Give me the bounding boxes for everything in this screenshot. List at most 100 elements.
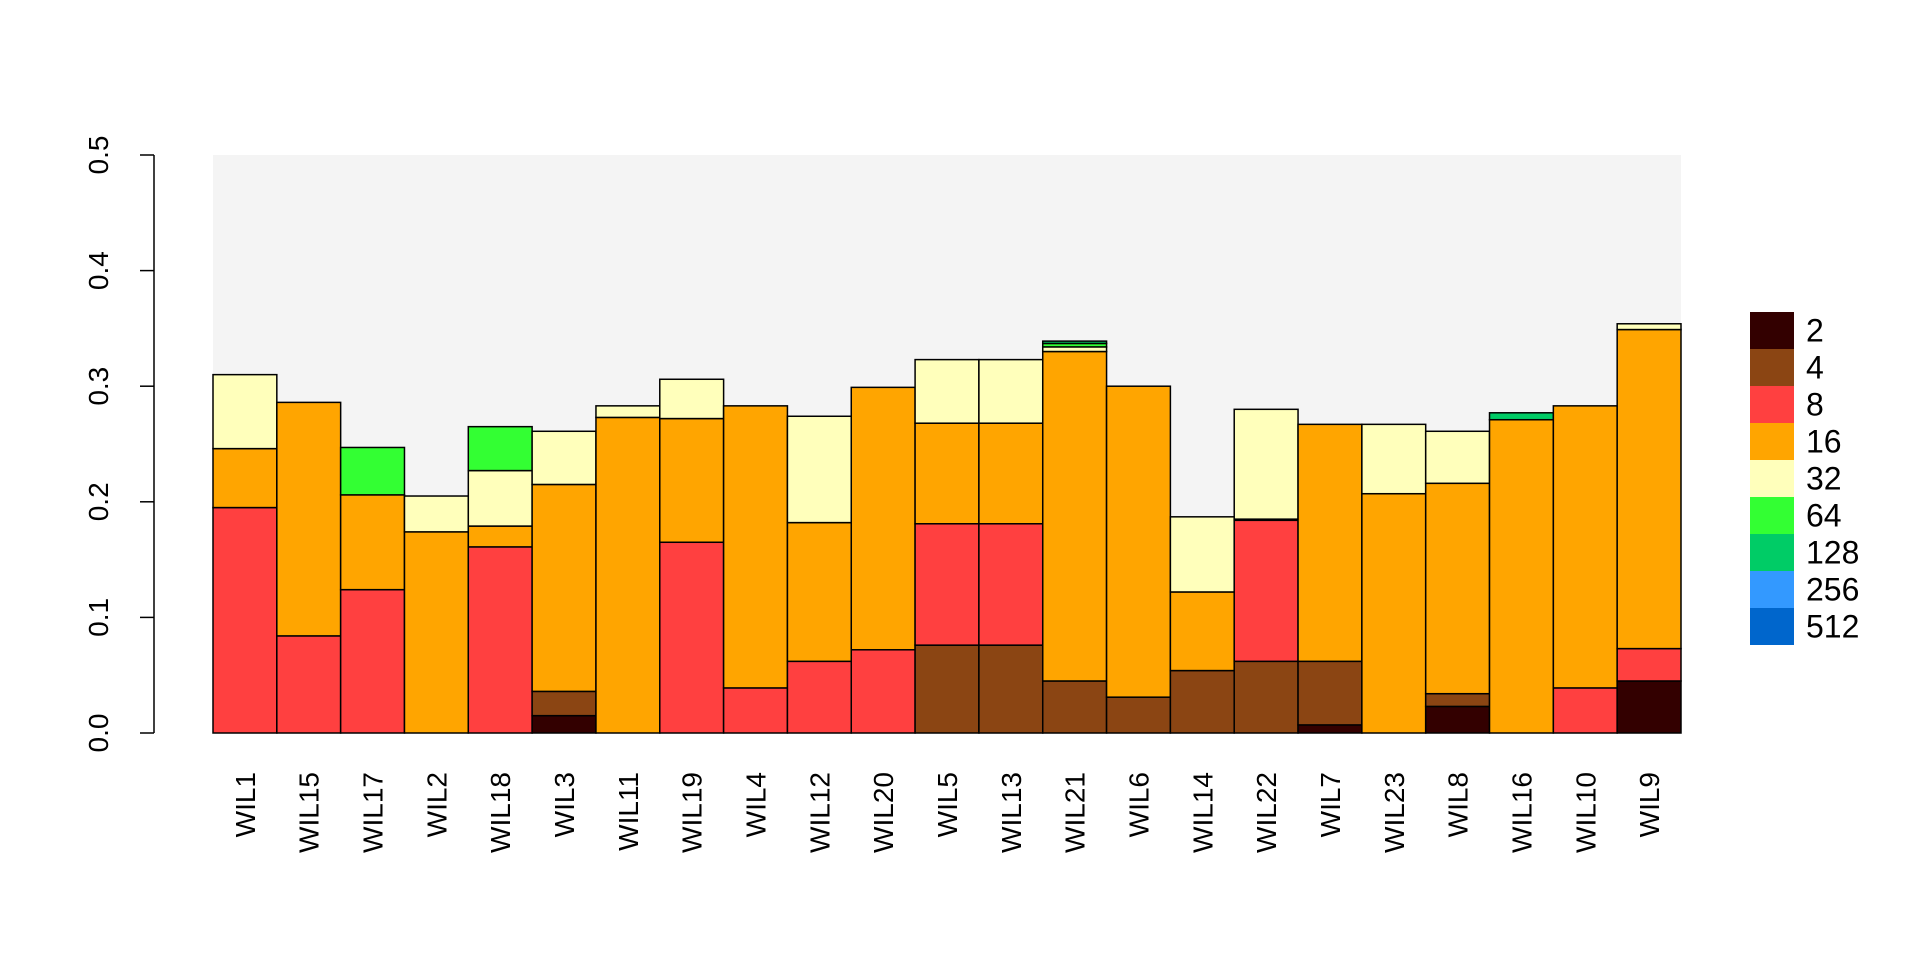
bar-stack-wil1 bbox=[212, 373, 278, 734]
bar-segment-4 bbox=[1297, 660, 1363, 726]
legend-swatch-32 bbox=[1750, 460, 1794, 497]
bar-segment-16 bbox=[1041, 350, 1108, 682]
bar-segment-4 bbox=[914, 644, 980, 734]
bar-segment-16 bbox=[276, 401, 342, 637]
bar-segment-16 bbox=[1361, 492, 1427, 734]
bar-segment-4 bbox=[1041, 680, 1108, 734]
x-tick-label: WIL2 bbox=[421, 772, 452, 837]
bar-segment-8 bbox=[722, 687, 789, 734]
bar-segment-16 bbox=[212, 447, 278, 509]
bar-segment-16 bbox=[467, 525, 533, 548]
bar-segment-8 bbox=[850, 649, 916, 734]
x-tick-label: WIL13 bbox=[996, 772, 1027, 853]
y-tick-label: 0.0 bbox=[83, 714, 114, 753]
legend-label-32: 32 bbox=[1806, 461, 1842, 497]
bar-segment-128 bbox=[1488, 412, 1555, 421]
bar-segment-8 bbox=[914, 523, 980, 646]
bar-segment-16 bbox=[531, 483, 597, 693]
bar-segment-32 bbox=[914, 358, 980, 424]
bar-segment-32 bbox=[1361, 423, 1427, 495]
bar-stack-wil16 bbox=[1488, 412, 1555, 734]
bar-stack-wil4 bbox=[722, 405, 789, 734]
legend-label-64: 64 bbox=[1806, 498, 1842, 534]
bar-segment-16 bbox=[978, 422, 1044, 525]
legend-label-8: 8 bbox=[1806, 387, 1824, 423]
bar-segment-8 bbox=[1616, 647, 1682, 682]
bar-stack-wil15 bbox=[276, 401, 342, 734]
bar-segment-32 bbox=[212, 373, 278, 450]
legend-swatch-4 bbox=[1750, 349, 1794, 386]
legend-swatch-16 bbox=[1750, 423, 1794, 460]
x-tick-label: WIL9 bbox=[1634, 772, 1665, 837]
bar-stack-wil18 bbox=[467, 425, 533, 734]
x-tick-label: WIL23 bbox=[1379, 772, 1410, 853]
legend-label-128: 128 bbox=[1806, 535, 1859, 571]
bar-segment-16 bbox=[595, 416, 661, 734]
bar-stack-wil19 bbox=[659, 378, 725, 734]
bar-segment-16 bbox=[786, 521, 853, 663]
bar-segment-32 bbox=[595, 405, 661, 419]
bar-segment-16 bbox=[850, 386, 916, 651]
bar-stack-wil2 bbox=[403, 495, 470, 734]
bar-stack-wil12 bbox=[786, 415, 853, 734]
bar-segment-64 bbox=[467, 425, 533, 472]
bar-segment-16 bbox=[339, 494, 406, 591]
bar-segment-8 bbox=[212, 506, 278, 734]
bar-segment-2 bbox=[1616, 680, 1682, 734]
y-tick-label: 0.4 bbox=[83, 251, 114, 290]
bar-stack-wil20 bbox=[850, 386, 916, 734]
x-tick-label: WIL8 bbox=[1443, 772, 1474, 837]
bar-segment-8 bbox=[1233, 519, 1299, 663]
bar-segment-8 bbox=[467, 546, 533, 734]
y-axis: 0.0 0.1 0.2 0.3 0.4 0.5 bbox=[83, 136, 155, 753]
bar-stack-wil21 bbox=[1041, 340, 1108, 734]
legend-label-512: 512 bbox=[1806, 609, 1859, 645]
bar-segment-32 bbox=[786, 415, 853, 524]
bar-segment-32 bbox=[1424, 430, 1491, 485]
x-tick-label: WIL15 bbox=[294, 772, 325, 853]
bar-stack-wil13 bbox=[978, 358, 1044, 734]
bar-segment-32 bbox=[659, 378, 725, 420]
bar-segment-8 bbox=[659, 541, 725, 734]
x-tick-label: WIL7 bbox=[1315, 772, 1346, 837]
bar-segment-2 bbox=[1424, 705, 1491, 734]
x-tick-label: WIL22 bbox=[1251, 772, 1282, 853]
bar-segment-4 bbox=[1169, 669, 1235, 734]
x-tick-label: WIL18 bbox=[485, 772, 516, 853]
x-tick-label: WIL4 bbox=[741, 772, 772, 837]
x-tick-label: WIL21 bbox=[1060, 772, 1091, 853]
y-tick-label: 0.2 bbox=[83, 482, 114, 521]
x-tick-label: WIL16 bbox=[1506, 772, 1537, 853]
x-tick-label: WIL10 bbox=[1570, 772, 1601, 853]
bar-segment-8 bbox=[339, 588, 406, 734]
bar-segment-16 bbox=[1169, 591, 1235, 672]
legend-swatch-8 bbox=[1750, 386, 1794, 423]
bar-stack-wil17 bbox=[339, 446, 406, 734]
x-tick-label: WIL3 bbox=[549, 772, 580, 837]
bar-segment-16 bbox=[1616, 328, 1682, 650]
bar-stack-wil6 bbox=[1105, 385, 1172, 734]
x-tick-label: WIL11 bbox=[613, 772, 644, 851]
bar-stack-wil14 bbox=[1169, 516, 1235, 734]
bars bbox=[212, 323, 1682, 734]
bar-segment-4 bbox=[978, 644, 1044, 734]
bar-segment-16 bbox=[914, 422, 980, 525]
bar-stack-wil23 bbox=[1361, 423, 1427, 734]
bar-stack-wil22 bbox=[1233, 408, 1299, 734]
legend-swatch-2 bbox=[1750, 312, 1794, 349]
bar-segment-16 bbox=[722, 405, 789, 689]
bar-segment-16 bbox=[1424, 482, 1491, 695]
bar-segment-32 bbox=[531, 430, 597, 486]
bar-segment-128 bbox=[1041, 340, 1108, 345]
x-tick-label: WIL12 bbox=[804, 772, 835, 853]
bar-segment-16 bbox=[1297, 423, 1363, 663]
x-tick-label: WIL20 bbox=[868, 772, 899, 853]
bar-segment-32 bbox=[467, 469, 533, 527]
legend-label-256: 256 bbox=[1806, 572, 1859, 608]
y-tick-label: 0.5 bbox=[83, 136, 114, 175]
bar-stack-wil11 bbox=[595, 405, 661, 734]
bar-segment-32 bbox=[1233, 408, 1299, 520]
